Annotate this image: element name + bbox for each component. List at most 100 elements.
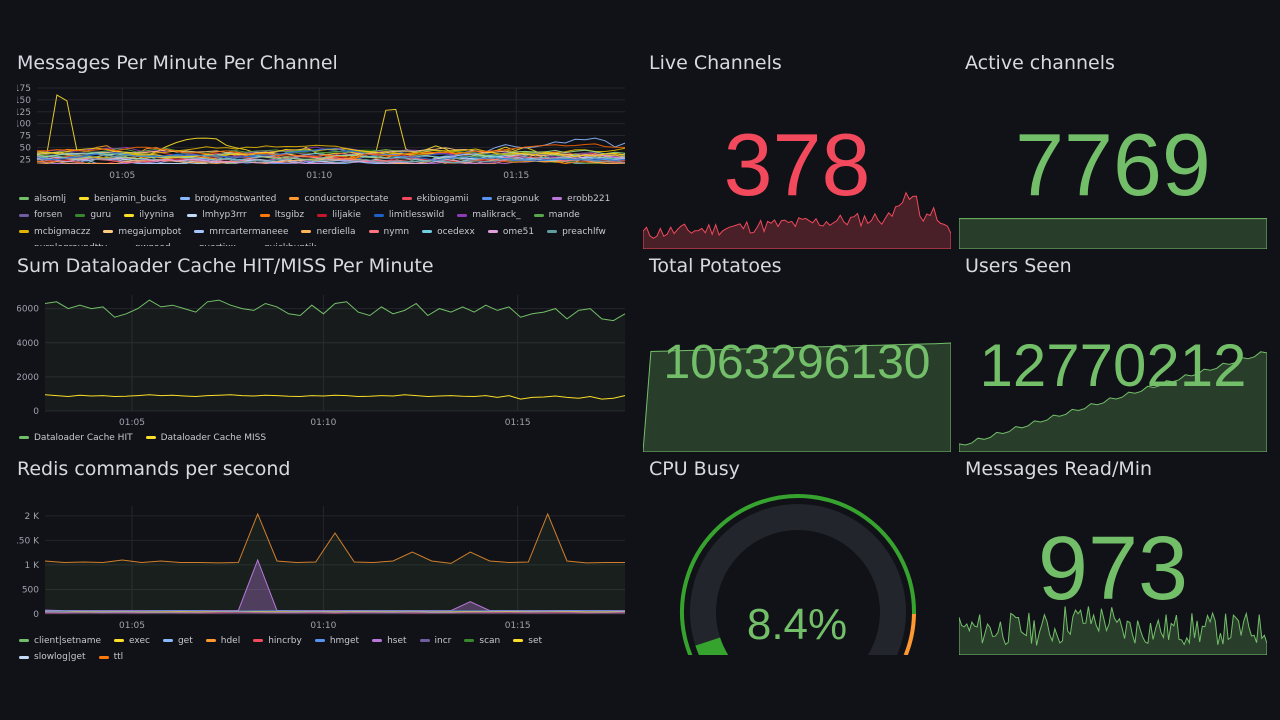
legend-item[interactable]: set bbox=[513, 633, 542, 649]
legend-item[interactable]: preachlfw bbox=[547, 224, 606, 240]
legend-item[interactable]: erobb221 bbox=[552, 191, 610, 207]
panel-title[interactable]: Sum Dataloader Cache HIT/MISS Per Minute bbox=[17, 255, 434, 277]
legend-swatch bbox=[19, 655, 29, 659]
legend-item[interactable]: hset bbox=[372, 633, 407, 649]
legend-swatch bbox=[368, 230, 379, 233]
legend-item[interactable]: exec bbox=[114, 633, 150, 649]
legend-swatch bbox=[114, 639, 125, 642]
legend-item[interactable]: purplegroundttv bbox=[19, 240, 107, 246]
legend-swatch bbox=[301, 230, 312, 233]
chart-legend: Dataloader Cache HIT Dataloader Cache MIS… bbox=[19, 429, 629, 446]
series-line bbox=[36, 155, 626, 164]
panel-title[interactable]: Live Channels bbox=[649, 52, 782, 74]
legend-item[interactable]: nymn bbox=[368, 224, 410, 240]
legend-item[interactable]: Dataloader Cache HIT bbox=[19, 430, 133, 446]
legend-item[interactable]: ltsgibz bbox=[259, 207, 304, 223]
legend-swatch bbox=[422, 230, 433, 233]
legend-swatch bbox=[19, 436, 29, 439]
legend-item[interactable]: hmget bbox=[314, 633, 360, 649]
legend-item[interactable]: malikrack_ bbox=[457, 207, 521, 223]
sparkline bbox=[643, 191, 951, 249]
legend-item[interactable]: incr bbox=[419, 633, 452, 649]
legend-swatch bbox=[481, 197, 492, 200]
legend-item[interactable]: ilyynina bbox=[124, 207, 174, 223]
legend-item[interactable]: ekibiogamii bbox=[401, 191, 469, 207]
legend-item[interactable]: pwgood bbox=[120, 240, 171, 246]
legend-label: erobb221 bbox=[567, 193, 611, 204]
panel-dataloader-cache: Sum Dataloader Cache HIT/MISS Per Minute… bbox=[17, 255, 629, 447]
panel-title[interactable]: Total Potatoes bbox=[649, 255, 782, 277]
panel-title[interactable]: Messages Read/Min bbox=[965, 458, 1153, 480]
redis-chart[interactable]: 2 K 1.50 K 1 K 500 0 01:05 01:10 01:15 bbox=[17, 458, 629, 650]
legend-item[interactable]: conductorspectate bbox=[289, 191, 389, 207]
series-line bbox=[36, 147, 626, 158]
legend-swatch bbox=[373, 213, 384, 217]
legend-item[interactable]: liljakie bbox=[317, 207, 361, 223]
y-tick-label: 2000 bbox=[17, 373, 39, 383]
legend-item[interactable]: scan bbox=[464, 633, 500, 649]
legend-item[interactable]: slowlog|get bbox=[19, 649, 86, 665]
legend-label: hincrby bbox=[268, 635, 302, 646]
legend-item[interactable]: megajumpbot bbox=[103, 224, 181, 240]
legend-label: hset bbox=[387, 635, 407, 646]
legend-item[interactable]: nerdiella bbox=[301, 224, 356, 240]
legend-swatch bbox=[552, 197, 563, 200]
panel-title[interactable]: Redis commands per second bbox=[17, 458, 291, 480]
legend-swatch bbox=[103, 230, 114, 233]
legend-item[interactable]: ttl bbox=[98, 649, 123, 665]
legend-swatch bbox=[19, 230, 29, 233]
legend-item[interactable]: mande bbox=[533, 207, 580, 223]
legend-label: forsen bbox=[34, 210, 63, 220]
legend-label: hmget bbox=[329, 635, 360, 646]
series-line bbox=[36, 154, 626, 165]
legend-label: incr bbox=[434, 635, 452, 646]
legend-item[interactable]: hincrby bbox=[253, 633, 302, 649]
series-area bbox=[45, 300, 625, 411]
legend-item[interactable]: lmhyp3rrr bbox=[187, 207, 247, 223]
x-tick-label: 01:10 bbox=[306, 171, 332, 181]
legend-item[interactable]: forsen bbox=[19, 207, 62, 223]
legend-item[interactable]: guru bbox=[75, 207, 111, 223]
legend-item[interactable]: client|setname bbox=[19, 633, 101, 649]
legend-label: purplegroundttv bbox=[34, 240, 107, 246]
legend-item[interactable]: mrrcartermaneee bbox=[194, 224, 288, 240]
legend-item[interactable]: ocedexx bbox=[422, 224, 475, 240]
y-tick-label: 100 bbox=[17, 120, 31, 130]
legend-item[interactable]: alsomlj bbox=[19, 191, 66, 207]
legend-label: ocedexx bbox=[437, 226, 475, 237]
legend-item[interactable]: hdel bbox=[205, 633, 240, 649]
legend-swatch bbox=[194, 230, 205, 233]
legend-item[interactable]: eragonuk bbox=[481, 191, 539, 207]
legend-item[interactable]: mcbigmaczz bbox=[19, 224, 90, 240]
sparkline bbox=[643, 342, 951, 452]
panel-title[interactable]: CPU Busy bbox=[649, 458, 740, 480]
legend-swatch bbox=[401, 197, 412, 200]
panel-title[interactable]: Messages Per Minute Per Channel bbox=[17, 52, 338, 74]
legend-item[interactable]: benjamin_bucks bbox=[78, 191, 167, 207]
panel-title[interactable]: Active channels bbox=[965, 52, 1115, 74]
legend-item[interactable]: limitlesswild bbox=[373, 207, 444, 223]
y-tick-label: 150 bbox=[17, 96, 31, 106]
series-line bbox=[44, 394, 626, 400]
series-line bbox=[36, 148, 626, 162]
legend-label: client|setname bbox=[34, 635, 102, 646]
stat-value: 7769 bbox=[1015, 115, 1211, 214]
legend-item[interactable]: ome51 bbox=[487, 224, 534, 240]
sparkline bbox=[959, 606, 1267, 655]
panel-title[interactable]: Users Seen bbox=[965, 255, 1072, 277]
legend-item[interactable]: quickhuntik bbox=[249, 240, 316, 246]
cache-chart[interactable]: 6000 4000 2000 0 01:05 01:10 01:15 bbox=[17, 255, 629, 447]
legend-label: lmhyp3rrr bbox=[202, 210, 247, 220]
x-tick-label: 01:05 bbox=[119, 621, 145, 631]
legend-swatch bbox=[179, 197, 190, 200]
y-tick-label: 1 K bbox=[25, 561, 41, 571]
legend-item[interactable]: Dataloader Cache MISS bbox=[145, 430, 266, 446]
legend-item[interactable]: brodymostwanted bbox=[179, 191, 276, 207]
legend-swatch bbox=[124, 213, 135, 217]
legend-item[interactable]: get bbox=[162, 633, 193, 649]
cpu-gauge bbox=[680, 494, 916, 655]
legend-item[interactable]: quertixx bbox=[184, 240, 236, 246]
y-tick-label: 2 K bbox=[25, 512, 41, 522]
legend-label: nymn bbox=[383, 226, 410, 237]
